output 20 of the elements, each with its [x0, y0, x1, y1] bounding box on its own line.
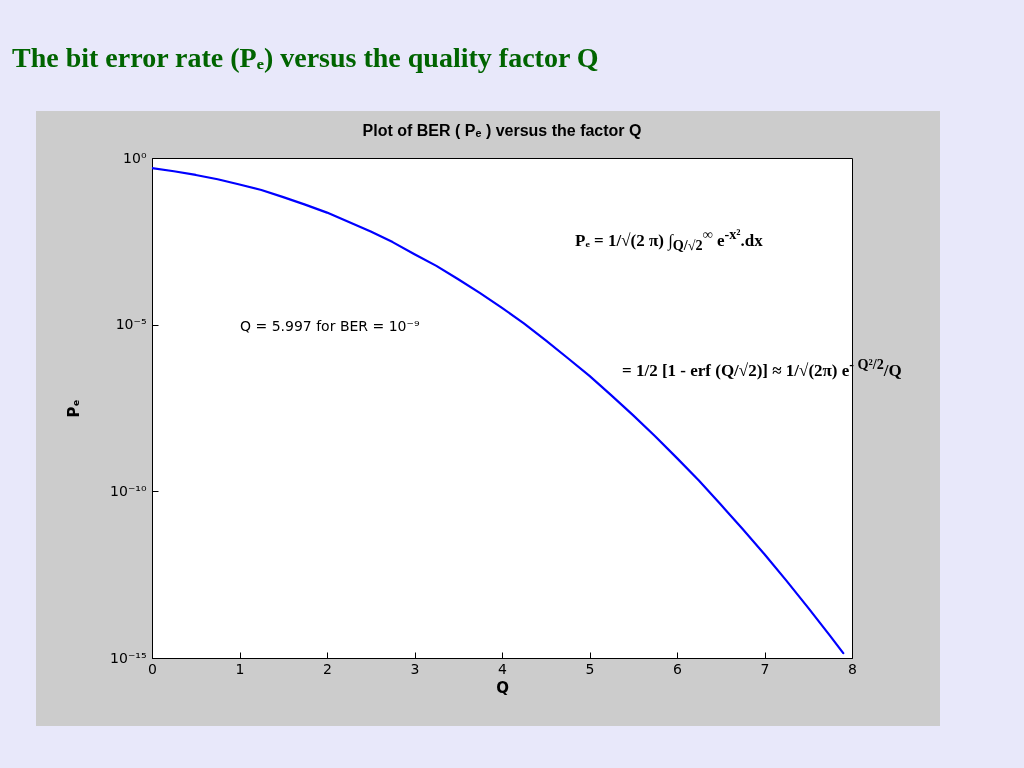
- annotation: = 1/2 [1 - erf (Q/√2)] ≈ 1/√(2π) e$^{- Q²/2}$/Q: [622, 356, 902, 381]
- x-tick-label: 8: [848, 660, 857, 677]
- x-tick-label: 1: [235, 660, 245, 677]
- x-tick-label: 4: [498, 660, 508, 677]
- x-tick-label: 3: [410, 660, 420, 677]
- x-tick-label: 5: [585, 660, 595, 677]
- x-tick-label: 2: [323, 660, 332, 677]
- chart-title: The bit error rate (Pₑ) versus the quality factor Q: [12, 42, 599, 74]
- chart-subtitle: Plot of BER ( Pₑ ) versus the factor Q: [362, 122, 642, 139]
- y-tick-label: 10⁻¹⁵: [110, 649, 147, 666]
- y-axis-title: Pₑ: [65, 399, 84, 418]
- y-tick-label: 10⁻¹⁰: [110, 482, 147, 499]
- x-tick-label: 0: [148, 660, 157, 677]
- annotation: Q = 5.997 for BER = 10⁻⁹: [240, 318, 420, 334]
- y-tick-label: 10⁻⁵: [115, 316, 147, 333]
- x-tick-label: 7: [760, 660, 770, 677]
- y-tick-label: 10⁰: [123, 149, 147, 166]
- x-axis-title: Q: [496, 678, 509, 697]
- x-tick-label: 6: [673, 660, 683, 677]
- annotation: Pₑ = 1/√(2 π) ∫$_{Q/√2}$$^{∞}$ e$^{-x²}$.dx: [575, 226, 763, 255]
